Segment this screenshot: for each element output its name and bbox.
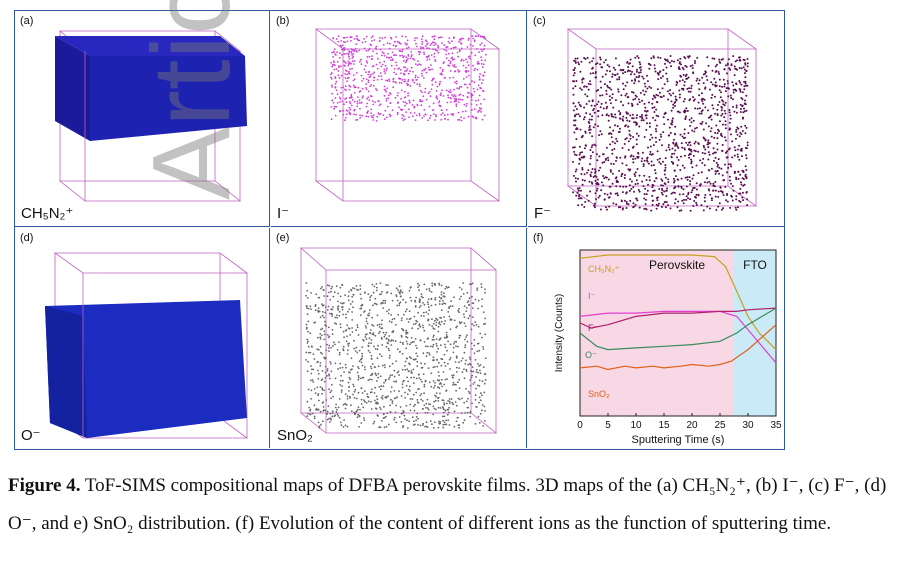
x-tick-label: 15: [658, 420, 670, 431]
series-label-4: SnO₂: [588, 389, 610, 399]
panel-b-letter: (b): [276, 15, 290, 27]
panel-a-ion-label: CH₅N₂⁺: [21, 205, 74, 222]
series-line-4: [579, 324, 777, 371]
caption-label: Figure 4.: [8, 475, 81, 496]
panel-e-ion-label: SnO₂: [277, 427, 313, 444]
figure-caption: Figure 4. ToF-SIMS compositional maps of…: [8, 467, 896, 543]
panel-c-letter: (c): [533, 15, 546, 27]
x-axis-label: Sputtering Time (s): [632, 434, 725, 446]
panel-b-ion-label: I⁻: [277, 205, 290, 222]
panel-d-letter: (d): [20, 232, 34, 244]
panel-a-letter: (a): [20, 15, 34, 27]
cube-c-3d-map: [566, 28, 758, 212]
panel-a-ch5n2-map: (a) CH₅N₂⁺: [15, 11, 270, 227]
panel-c-ion-label: F⁻: [534, 205, 552, 222]
x-tick-label: 35: [770, 420, 782, 431]
ch5n2-volume: [55, 36, 245, 56]
y-axis-label: Intensity (Counts): [554, 294, 565, 372]
series-line-1: [579, 310, 777, 364]
panel-b-iodide-map: (b) I⁻: [271, 11, 527, 227]
x-tick-label: 25: [714, 420, 726, 431]
panel-f-depth-profile: (f) Perovskite FTO 0 5 10 15 20 25 30 35 Sputterin…: [528, 228, 784, 448]
panel-e-sno2-map: (e) SnO₂: [271, 228, 527, 448]
panel-d-ion-label: O⁻: [21, 427, 41, 444]
x-tick-label: 10: [630, 420, 642, 431]
region-1: [734, 250, 776, 416]
panel-d-oxide-map: (d) O⁻: [15, 228, 270, 448]
sno2-distribution: [305, 282, 487, 429]
x-tick-label: 20: [686, 420, 698, 431]
series-label-2: F⁻: [588, 323, 598, 333]
cube-e-3d-map: [299, 247, 498, 434]
cube-b-3d-map: [314, 28, 501, 202]
region-label-1: FTO: [743, 258, 767, 272]
series-label-0: CH₅N₂⁺: [588, 264, 620, 274]
oxide-volume: [45, 300, 247, 438]
region-0: [580, 250, 734, 416]
figure-4: (a) CH₅N₂⁺ (b) I⁻ (c) F⁻: [14, 10, 785, 450]
series-line-3: [579, 307, 777, 351]
panel-e-letter: (e): [276, 232, 290, 244]
cube-d-3d-map: [45, 252, 249, 439]
series-label-1: I⁻: [588, 291, 596, 301]
x-tick-label: 0: [577, 420, 583, 431]
cube-a-3d-map: [55, 30, 247, 202]
region-label-0: Perovskite: [649, 258, 705, 272]
panel-c-fluoride-map: (c) F⁻: [528, 11, 784, 227]
x-tick-label: 5: [605, 420, 611, 431]
series-line-2: [579, 307, 777, 329]
panel-f-letter: (f): [533, 232, 544, 244]
depth-profile-chart: Perovskite FTO 0 5 10 15 20 25 30 35 Sputtering Ti…: [554, 249, 782, 446]
x-tick-label: 30: [742, 420, 754, 431]
fluoride-distribution: [572, 55, 749, 212]
series-label-3: O⁻: [585, 350, 597, 360]
iodide-distribution: [330, 35, 487, 122]
caption-text: ToF-SIMS compositional maps of DFBA pero…: [8, 475, 887, 534]
